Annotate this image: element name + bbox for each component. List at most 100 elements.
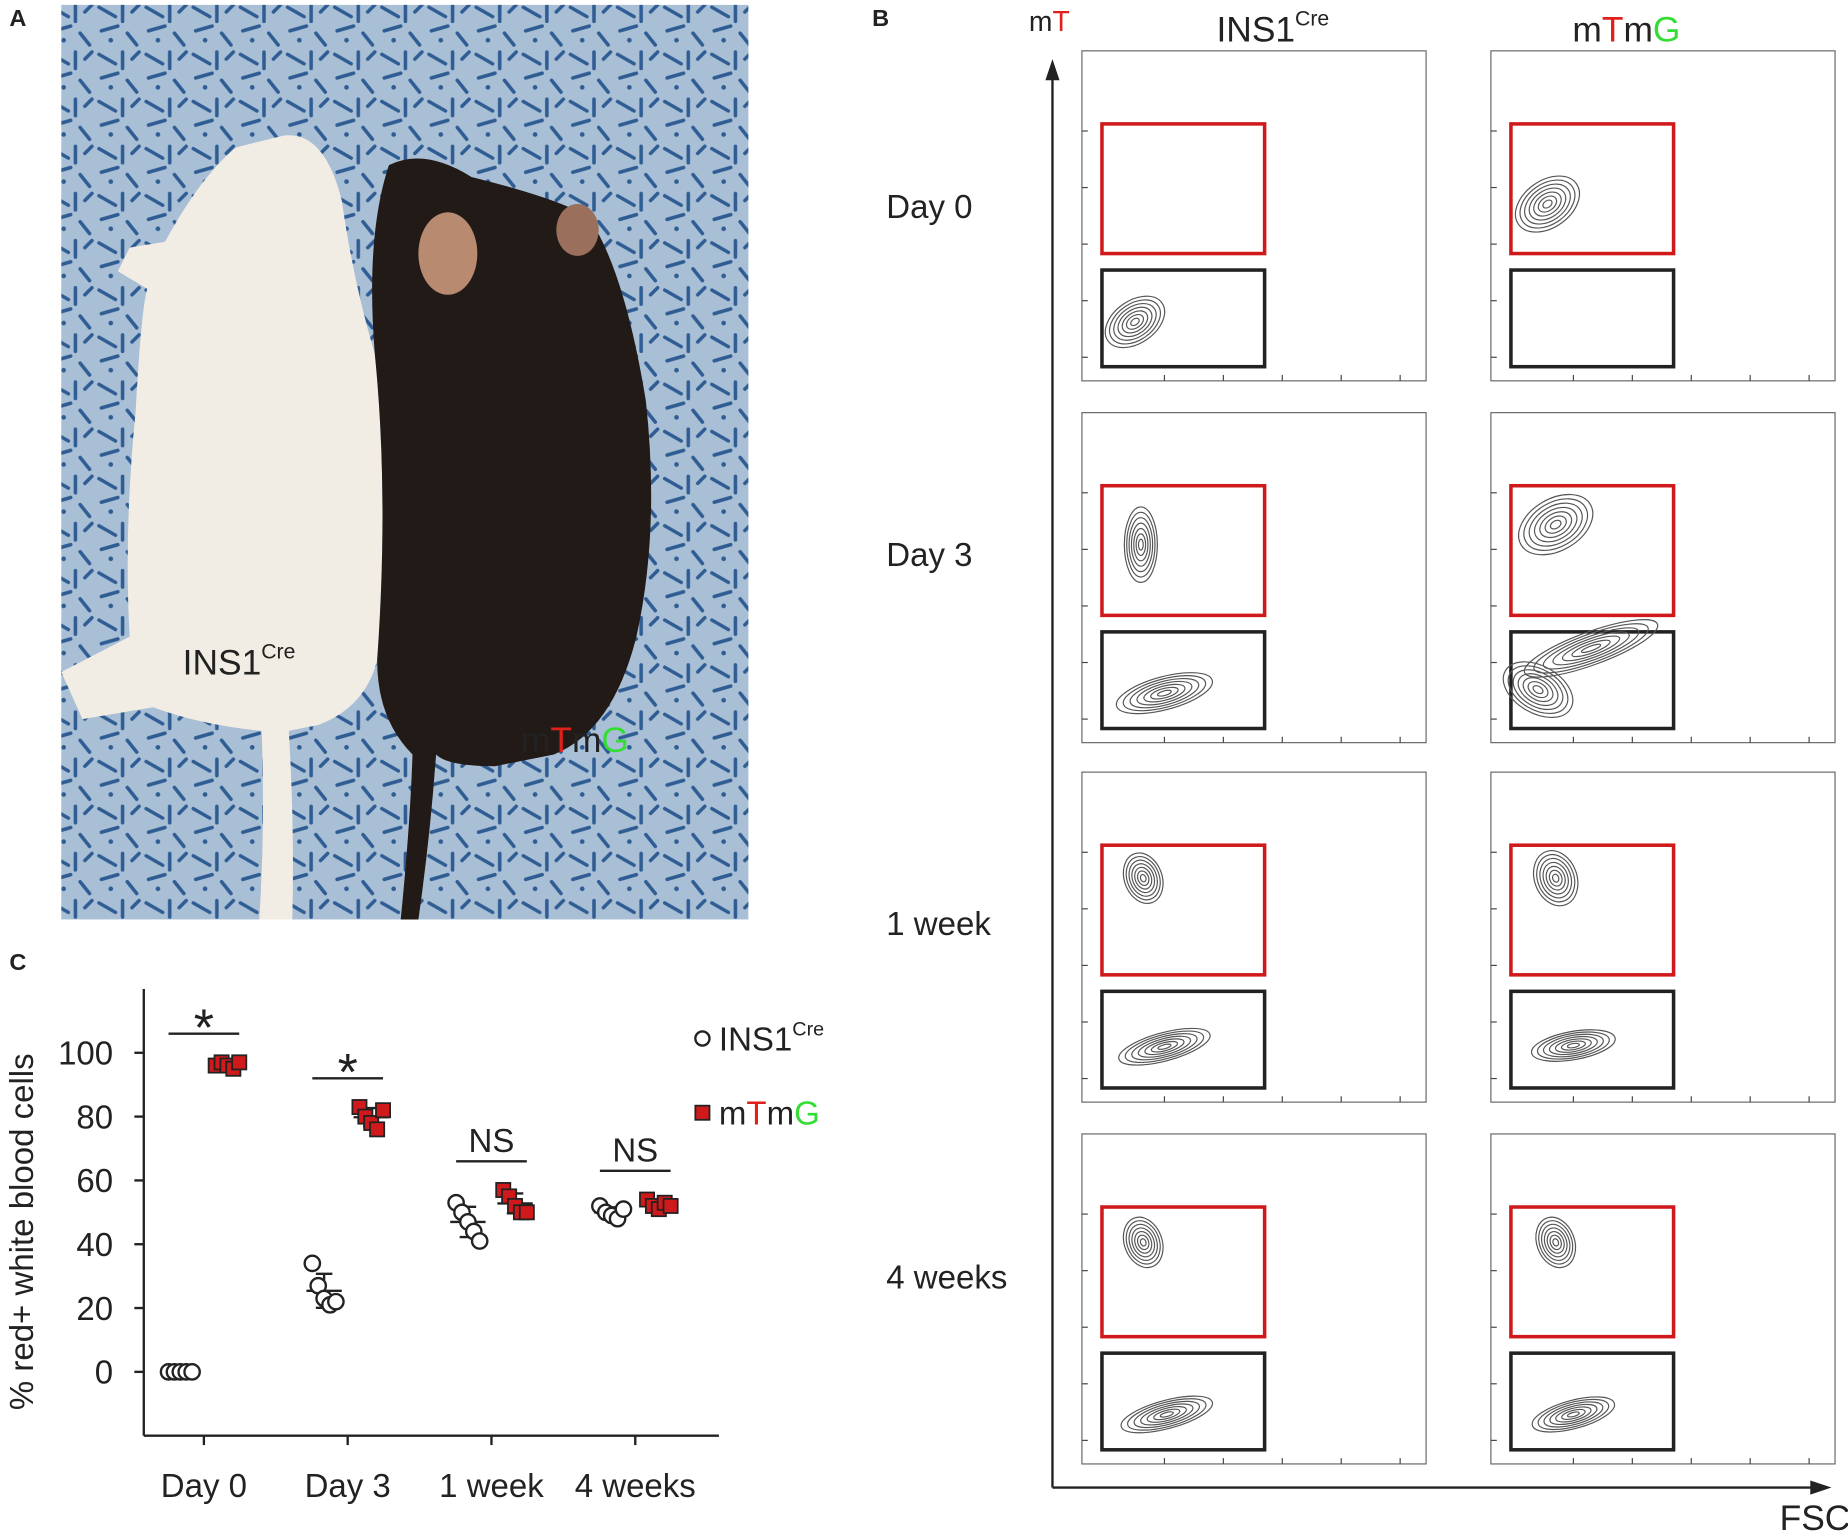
text-part: Cre (1295, 7, 1329, 30)
plot-frame (1081, 412, 1427, 744)
text-part: T (550, 721, 572, 760)
gate-red (1100, 843, 1267, 977)
contour (1528, 502, 1583, 547)
point (662, 1197, 679, 1214)
contour (1523, 498, 1589, 552)
contour (1129, 677, 1200, 709)
plot-frame (1081, 771, 1427, 1103)
contour (1517, 673, 1559, 707)
text-part: G (794, 1095, 820, 1132)
contour (1566, 1411, 1580, 1418)
contour (1134, 1230, 1153, 1254)
contour (1542, 199, 1553, 209)
contour (1140, 1403, 1194, 1426)
text-part: T (1052, 5, 1069, 37)
gate-black (1100, 1351, 1267, 1452)
contour (1539, 511, 1573, 539)
contour (1130, 317, 1140, 327)
point (369, 1121, 386, 1138)
contour (1571, 639, 1611, 658)
gate-red (1509, 1205, 1676, 1339)
contour (1131, 1227, 1156, 1258)
contour (1144, 1038, 1185, 1056)
contour (1527, 681, 1549, 699)
contour (1137, 538, 1144, 551)
contour (1150, 1040, 1179, 1053)
contour (1146, 1406, 1187, 1423)
contour (1125, 856, 1161, 901)
text-part: Cre (261, 640, 295, 663)
column-header: INS1Cre (1216, 7, 1329, 49)
plot-frame (1490, 50, 1836, 382)
gate-red (1509, 122, 1676, 256)
contour (1532, 685, 1544, 695)
contour (1524, 183, 1571, 225)
row-label: Day 3 (886, 536, 972, 573)
text-part: INS1 (1216, 10, 1295, 49)
plot-frame (1081, 1133, 1427, 1465)
text-part: Cre (792, 1018, 824, 1040)
legend-marker (694, 1104, 711, 1121)
contour (1137, 1035, 1192, 1058)
contour (1533, 191, 1562, 217)
gate-black (1100, 630, 1267, 731)
contour (1539, 857, 1573, 899)
y-tick-label: 80 (76, 1098, 113, 1135)
contour (1120, 1395, 1214, 1434)
contour (1543, 1401, 1604, 1428)
contour (1139, 1238, 1147, 1247)
contour (1522, 677, 1554, 703)
contour (1514, 175, 1581, 233)
legend-marker (694, 1030, 711, 1047)
contour (1134, 866, 1153, 890)
x-tick-label: 1 week (439, 1467, 544, 1504)
contour (1156, 689, 1172, 697)
x-tick-label: Day 0 (161, 1467, 247, 1504)
contour (1561, 1408, 1586, 1421)
contour (1125, 313, 1145, 330)
contour (1131, 863, 1156, 894)
contour (1532, 850, 1579, 907)
x-tick-label: 4 weeks (575, 1467, 696, 1504)
x-tick-label: Day 3 (305, 1467, 391, 1504)
contour (1133, 527, 1149, 562)
contour (1130, 522, 1151, 567)
contour (1136, 870, 1150, 886)
contour (1139, 874, 1147, 883)
contour (1552, 1238, 1560, 1247)
contour (1537, 1398, 1610, 1431)
contour (1554, 1038, 1592, 1053)
y-tick-label: 20 (76, 1290, 113, 1327)
text-part: G (601, 721, 629, 760)
gate-red (1509, 483, 1676, 618)
text-part: T (746, 1095, 766, 1132)
contour (1122, 852, 1164, 904)
axis-arrow (1045, 59, 1060, 81)
contour (1548, 869, 1563, 887)
contour (1533, 623, 1649, 674)
contour (1136, 680, 1193, 706)
contour (1518, 493, 1594, 556)
point (518, 1204, 535, 1221)
point (303, 1254, 322, 1273)
mouse-label: mTmG (521, 721, 629, 760)
text-part: m (767, 1095, 794, 1132)
contour (1502, 661, 1574, 719)
contour (1528, 187, 1567, 221)
contour (1113, 302, 1157, 341)
contour (1536, 853, 1576, 903)
text-part: T (1602, 10, 1624, 49)
contour (1507, 665, 1569, 715)
panel-label: A (9, 5, 26, 31)
contour (1136, 1234, 1150, 1251)
contour (1519, 179, 1576, 229)
legend-label: INS1Cre (719, 1018, 824, 1057)
contour (1555, 1406, 1592, 1423)
contour (1512, 669, 1564, 711)
plot-frame (1081, 50, 1427, 382)
column-header: mTmG (1572, 10, 1680, 49)
plot-frame (1490, 771, 1836, 1103)
legend-label: mTmG (719, 1095, 820, 1132)
contour (1536, 1031, 1610, 1060)
